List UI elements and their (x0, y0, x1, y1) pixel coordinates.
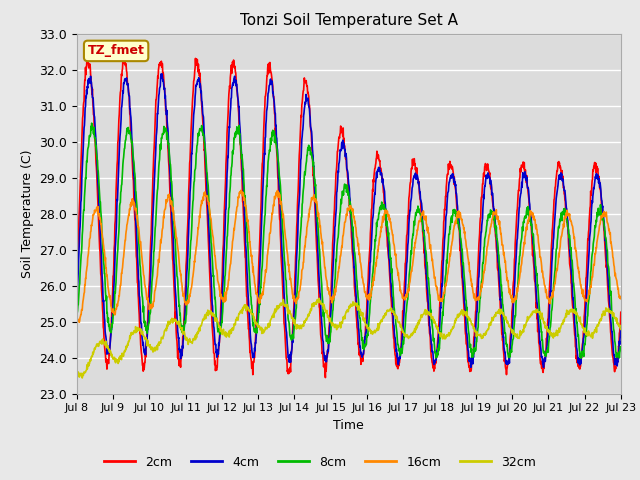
4cm (304, 96, 312, 101)
16cm (305, 217, 312, 223)
32cm (79, 375, 86, 381)
4cm (158, 71, 166, 77)
8cm (383, 218, 390, 224)
2cm (326, 322, 333, 328)
2cm (304, 89, 312, 95)
16cm (326, 292, 333, 298)
X-axis label: Time: Time (333, 419, 364, 432)
32cm (326, 318, 333, 324)
32cm (617, 326, 625, 332)
16cm (73, 315, 81, 321)
Text: TZ_fmet: TZ_fmet (88, 44, 145, 58)
Line: 16cm: 16cm (77, 191, 621, 322)
32cm (115, 355, 123, 360)
32cm (383, 308, 391, 313)
4cm (540, 364, 547, 370)
4cm (115, 157, 123, 163)
4cm (316, 277, 323, 283)
16cm (237, 188, 244, 193)
16cm (316, 218, 323, 224)
4cm (137, 321, 145, 326)
8cm (304, 144, 312, 150)
2cm (138, 350, 145, 356)
32cm (316, 295, 323, 301)
Line: 4cm: 4cm (77, 74, 621, 367)
Legend: 2cm, 4cm, 8cm, 16cm, 32cm: 2cm, 4cm, 8cm, 16cm, 32cm (99, 451, 541, 474)
8cm (88, 120, 95, 126)
32cm (138, 331, 145, 337)
4cm (617, 325, 625, 331)
8cm (115, 219, 123, 225)
16cm (115, 293, 123, 299)
Line: 32cm: 32cm (77, 298, 621, 378)
8cm (316, 246, 323, 252)
32cm (73, 367, 81, 372)
32cm (304, 312, 312, 317)
4cm (383, 223, 390, 228)
32cm (316, 298, 323, 304)
2cm (383, 235, 391, 240)
8cm (325, 340, 333, 346)
Line: 2cm: 2cm (77, 58, 621, 378)
8cm (617, 345, 625, 350)
2cm (115, 112, 123, 118)
16cm (617, 296, 625, 301)
Title: Tonzi Soil Temperature Set A: Tonzi Soil Temperature Set A (240, 13, 458, 28)
2cm (83, 55, 91, 60)
16cm (383, 209, 391, 215)
8cm (138, 283, 145, 289)
16cm (76, 319, 83, 325)
Line: 8cm: 8cm (77, 123, 621, 358)
8cm (73, 311, 81, 317)
Y-axis label: Soil Temperature (C): Soil Temperature (C) (20, 149, 34, 278)
8cm (577, 355, 585, 361)
16cm (138, 249, 145, 255)
4cm (325, 334, 333, 340)
2cm (617, 310, 625, 315)
2cm (321, 375, 329, 381)
2cm (73, 274, 81, 280)
2cm (316, 304, 323, 310)
4cm (73, 299, 81, 304)
